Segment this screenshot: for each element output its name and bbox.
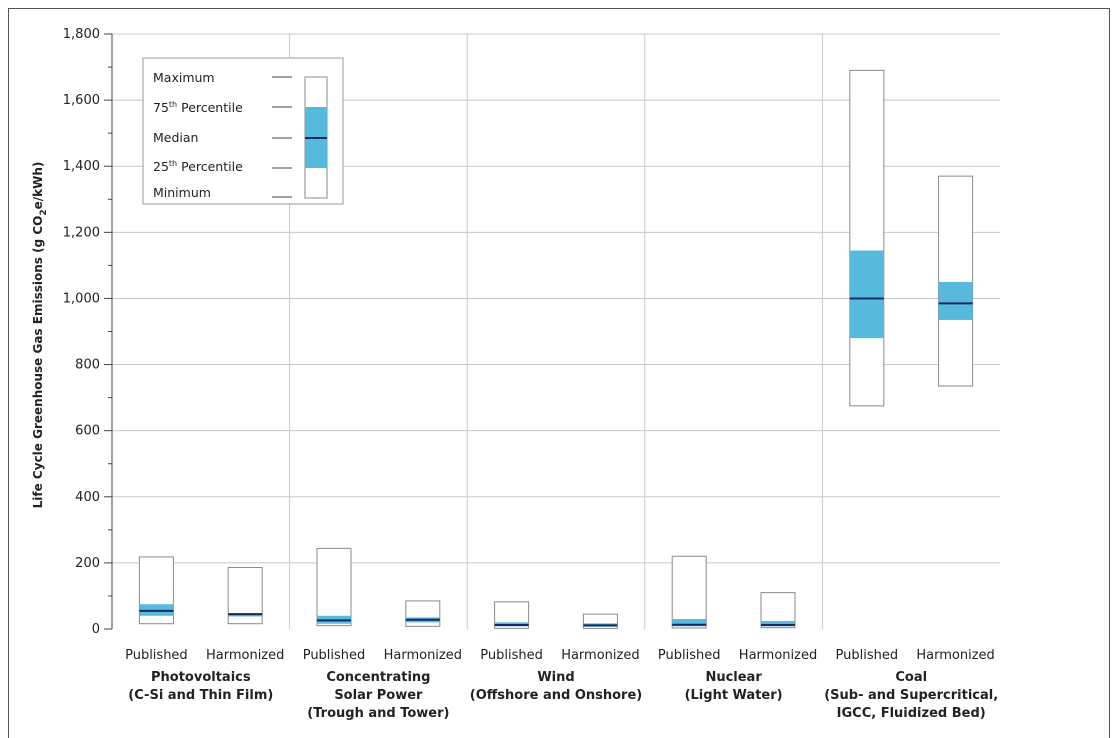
- y-tick-label: 600: [75, 424, 100, 439]
- box-2-published: [494, 601, 530, 629]
- box-iqr: [938, 281, 973, 320]
- category-label: Harmonized: [916, 648, 994, 663]
- y-tick-label: 400: [75, 490, 100, 505]
- grid-layer: [112, 33, 1000, 564]
- y-tick-label: 1,400: [63, 159, 100, 174]
- chart-frame: [8, 8, 1110, 738]
- boxes-layer: [138, 69, 974, 629]
- category-label: Harmonized: [384, 648, 462, 663]
- y-axis-label-part2: e/kWh): [31, 162, 45, 210]
- box-range: [938, 175, 974, 387]
- box-3-published: [671, 555, 707, 629]
- legend-75th-percentile: 75th Percentile: [153, 100, 243, 115]
- y-axis-label: Life Cycle Greenhouse Gas Emissions (g C…: [31, 162, 49, 509]
- group-separators: [289, 34, 823, 629]
- box-range: [316, 547, 352, 627]
- category-label: Published: [480, 648, 543, 663]
- group-label: Nuclear: [705, 670, 762, 685]
- group-label: Photovoltaics: [151, 670, 251, 685]
- category-label: Harmonized: [206, 648, 284, 663]
- group-label: Coal: [895, 670, 927, 685]
- category-label: Published: [125, 648, 188, 663]
- box-iqr: [672, 619, 707, 627]
- y-axis-label-subscript: 2: [39, 209, 49, 215]
- box-0-harmonized: [227, 567, 263, 625]
- category-label: Published: [303, 648, 366, 663]
- group-label: (Trough and Tower): [307, 706, 449, 721]
- box-range: [671, 555, 707, 629]
- category-label: Published: [836, 648, 899, 663]
- y-tick-label: 1,800: [63, 27, 100, 42]
- box-1-published: [316, 547, 352, 627]
- y-tick-label: 0: [92, 622, 100, 637]
- category-label: Published: [658, 648, 721, 663]
- group-label: (C-Si and Thin Film): [128, 688, 273, 703]
- box-1-harmonized: [405, 600, 441, 627]
- box-4-published: [849, 69, 885, 407]
- y-tick-label: 200: [75, 556, 100, 571]
- y-tick-label: 1,000: [63, 291, 100, 306]
- box-4-harmonized: [938, 175, 974, 387]
- category-label: Harmonized: [561, 648, 639, 663]
- category-label: Harmonized: [739, 648, 817, 663]
- legend-median: Median: [153, 130, 198, 145]
- y-tick-label: 1,200: [63, 225, 100, 240]
- legend: Maximum 75th Percentile Median 25th Perc…: [142, 57, 344, 205]
- group-label: (Sub- and Supercritical,: [824, 688, 998, 703]
- legend-maximum: Maximum: [153, 70, 215, 85]
- box-range: [405, 600, 441, 627]
- legend-minimum: Minimum: [153, 185, 211, 200]
- group-label: Solar Power: [334, 688, 423, 703]
- y-axis: 0 200 400 600 800 1,000 1,200 1,400 1,600 1,800: [63, 27, 113, 637]
- box-2-harmonized: [582, 613, 618, 629]
- box-0-published: [138, 556, 174, 625]
- legend-25th-percentile: 25th Percentile: [153, 159, 243, 174]
- x-axis-labels: Published Harmonized Published Harmonized Pu…: [125, 648, 998, 721]
- y-axis-label-part1: Life Cycle Greenhouse Gas Emissions (g C…: [31, 216, 45, 509]
- box-iqr: [849, 250, 884, 339]
- group-label: IGCC, Fluidized Bed): [837, 706, 986, 721]
- group-label: (Offshore and Onshore): [470, 688, 642, 703]
- box-iqr: [761, 621, 795, 627]
- box-3-harmonized: [760, 592, 796, 629]
- group-label: Concentrating: [326, 670, 430, 685]
- box-range: [849, 69, 885, 407]
- y-tick-label: 1,600: [63, 93, 100, 108]
- group-label: (Light Water): [685, 688, 783, 703]
- group-label: Wind: [537, 670, 574, 685]
- y-tick-label: 800: [75, 358, 100, 373]
